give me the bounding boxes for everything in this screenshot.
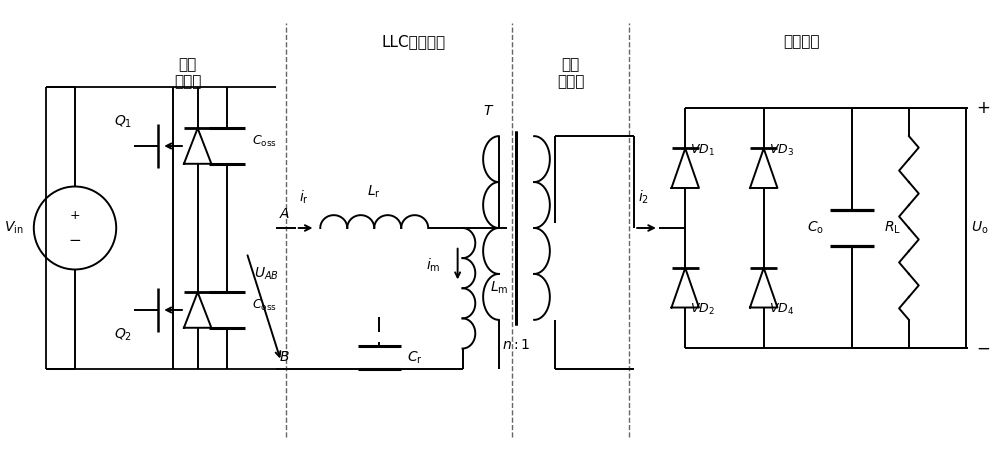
Text: +: +: [70, 209, 80, 222]
Text: $VD_4$: $VD_4$: [769, 302, 794, 317]
Text: 方波
发生器: 方波 发生器: [174, 57, 202, 89]
Text: $n:1$: $n:1$: [502, 338, 531, 352]
Text: −: −: [69, 233, 81, 248]
Text: $+$: $+$: [976, 100, 990, 117]
Text: $VD_3$: $VD_3$: [769, 143, 794, 158]
Text: $A$: $A$: [279, 207, 290, 221]
Text: $i_{\rm r}$: $i_{\rm r}$: [299, 189, 309, 206]
Text: $Q_2$: $Q_2$: [114, 327, 132, 343]
Text: $C_{\rm oss}$: $C_{\rm oss}$: [252, 298, 276, 313]
Text: $i_{\rm m}$: $i_{\rm m}$: [426, 257, 441, 274]
Text: $R_{\rm L}$: $R_{\rm L}$: [884, 220, 901, 236]
Text: $-$: $-$: [976, 339, 990, 357]
Text: $B$: $B$: [279, 350, 290, 364]
Text: $VD_1$: $VD_1$: [690, 143, 715, 158]
Text: $V_{\rm in}$: $V_{\rm in}$: [4, 220, 24, 236]
Text: $i_2$: $i_2$: [638, 189, 650, 206]
Text: $L_{\rm m}$: $L_{\rm m}$: [490, 280, 508, 297]
Text: $L_{\rm r}$: $L_{\rm r}$: [367, 184, 381, 200]
Text: $C_{\rm o}$: $C_{\rm o}$: [807, 220, 825, 236]
Text: $T$: $T$: [483, 104, 495, 118]
Text: 高频
变压器: 高频 变压器: [557, 57, 584, 89]
Text: $U_{AB}$: $U_{AB}$: [254, 266, 279, 282]
Text: $C_{\rm oss}$: $C_{\rm oss}$: [252, 133, 276, 149]
Text: $Q_1$: $Q_1$: [114, 113, 132, 130]
Text: $C_{\rm r}$: $C_{\rm r}$: [407, 349, 422, 366]
Text: $VD_2$: $VD_2$: [690, 302, 715, 317]
Text: 整流网络: 整流网络: [783, 34, 819, 49]
Text: $U_{\rm o}$: $U_{\rm o}$: [971, 220, 988, 236]
Text: LLC谐振网络: LLC谐振网络: [381, 34, 446, 49]
